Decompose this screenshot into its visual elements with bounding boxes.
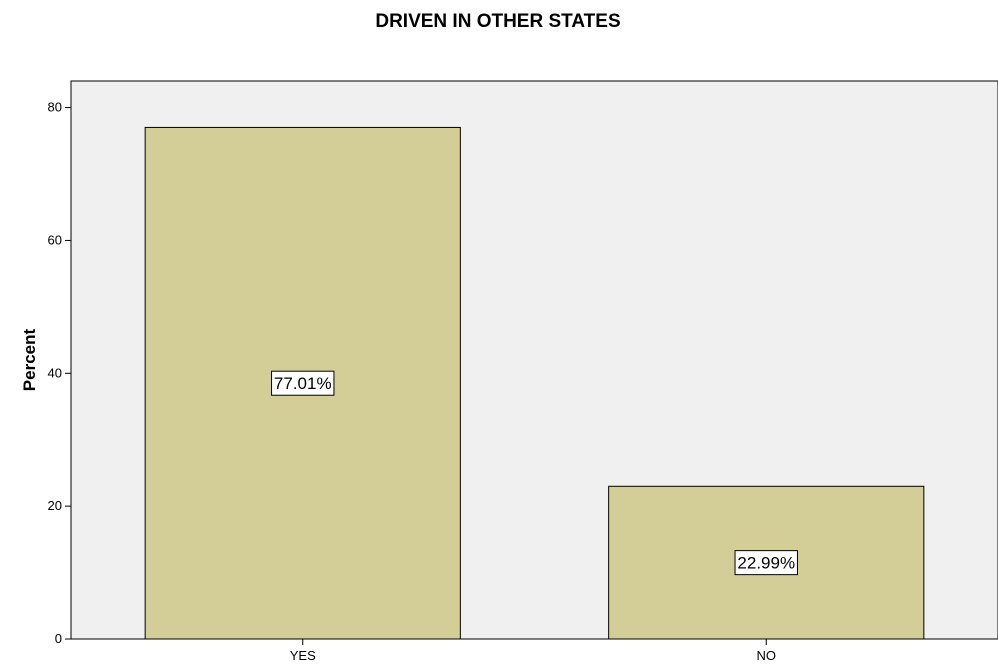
x-axis: YES NO [290, 639, 776, 663]
data-label: 77.01% [274, 374, 332, 393]
y-axis: 0 20 40 60 80 [48, 100, 71, 646]
y-axis-label: Percent [20, 328, 39, 391]
data-label-box [271, 370, 335, 396]
bars-layer: 77.01% 22.99% [144, 126, 925, 640]
x-tick-label: NO [757, 648, 777, 663]
data-label-box [734, 550, 798, 576]
chart-title: DRIVEN IN OTHER STATES [375, 11, 620, 32]
y-tick-label: 80 [48, 100, 62, 115]
y-tick-label: 60 [48, 232, 62, 247]
x-tick-label: YES [290, 648, 316, 663]
y-tick-label: 20 [48, 498, 62, 513]
y-tick-label: 0 [55, 631, 62, 646]
data-label: 22.99% [737, 554, 795, 573]
y-tick-label: 40 [48, 365, 62, 380]
